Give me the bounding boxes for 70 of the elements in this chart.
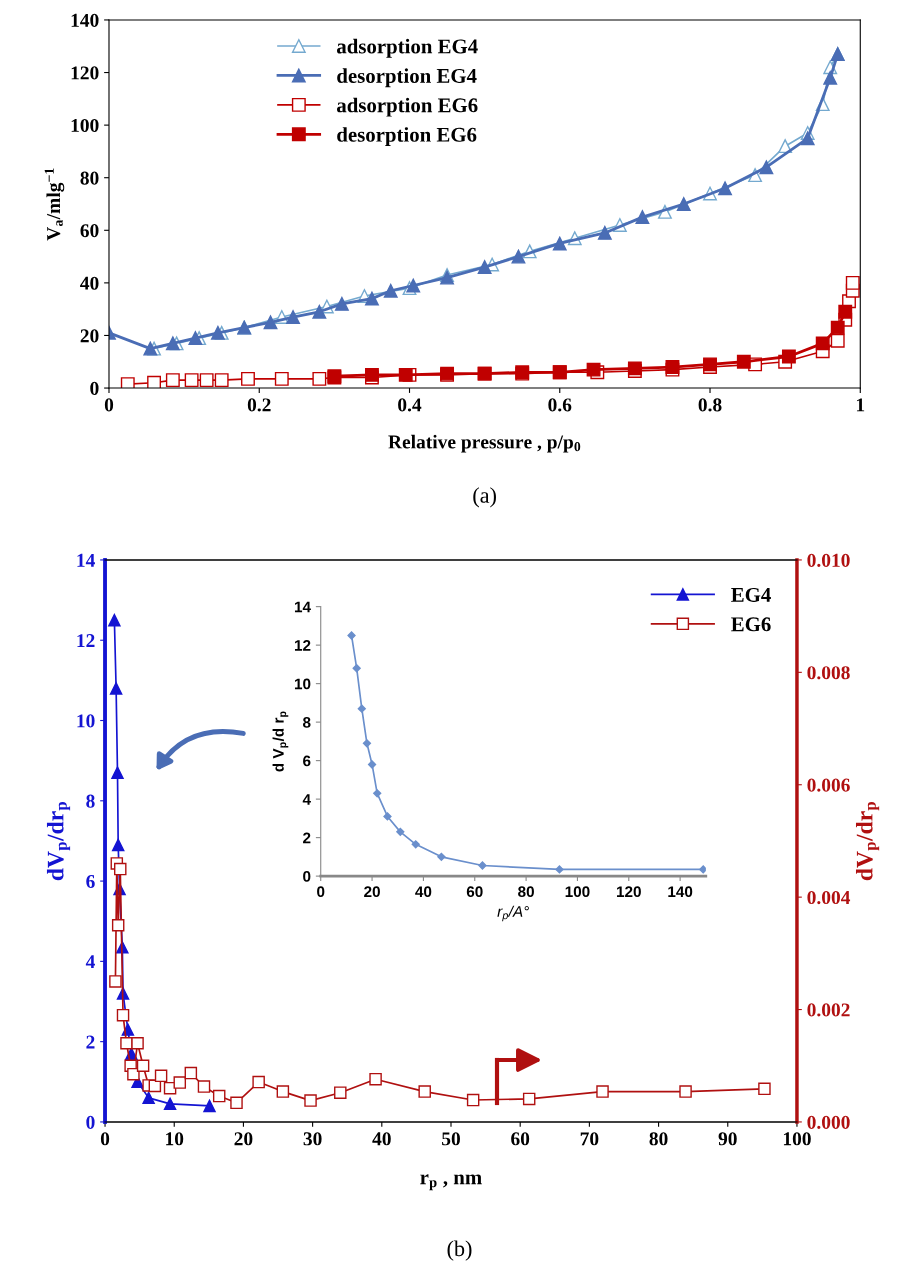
y2-tick-label: 0.004 bbox=[807, 890, 851, 905]
text: (b) bbox=[447, 1240, 472, 1261]
y-tick-label: 6 bbox=[86, 874, 95, 889]
y2-axis-title: dV$_{p}$/dr$_{p}$ bbox=[855, 802, 880, 881]
y2-tick-label: 0.010 bbox=[807, 553, 850, 567]
y-tick-label: 4 bbox=[85, 955, 95, 969]
legend-label: EG4 bbox=[731, 587, 771, 602]
x-tick-label: 0 bbox=[104, 398, 114, 412]
x-tick-label: 60 bbox=[511, 1132, 530, 1146]
x-tick-label: 0 bbox=[317, 886, 325, 898]
legend-label: EG6 bbox=[731, 617, 771, 632]
y2-tick-label: 0.000 bbox=[807, 1115, 850, 1129]
x-tick-label: 100 bbox=[783, 1132, 811, 1146]
x-tick-label: 0.4 bbox=[398, 398, 422, 412]
y-tick-label: 80 bbox=[80, 171, 99, 185]
y-axis-title: dV$_{p}$/dr$_{p}$ bbox=[46, 802, 71, 881]
legend-label: adsorption EG4 bbox=[337, 38, 478, 58]
x-axis-title: r$_{p}$/A° bbox=[497, 905, 529, 922]
x-tick-label: 90 bbox=[718, 1132, 737, 1146]
y-tick-label: 40 bbox=[80, 276, 99, 290]
y-tick-label: 6 bbox=[303, 755, 311, 767]
y-tick-label: 4 bbox=[302, 794, 311, 805]
y2-tick-label: 0.008 bbox=[807, 666, 850, 680]
y-tick-label: 100 bbox=[71, 118, 99, 133]
x-tick-label: 0.6 bbox=[548, 398, 572, 412]
x-tick-label: 20 bbox=[364, 886, 380, 898]
x-tick-label: 0.2 bbox=[247, 398, 271, 412]
text: (a) bbox=[473, 487, 496, 508]
y-tick-label: 14 bbox=[294, 601, 311, 613]
y-tick-label: 8 bbox=[86, 794, 95, 808]
y-tick-label: 0 bbox=[86, 1115, 95, 1129]
y-tick-label: 140 bbox=[71, 13, 99, 27]
legend-label: desorption EG4 bbox=[337, 68, 477, 88]
y-tick-label: 14 bbox=[77, 553, 95, 567]
y-tick-label: 0 bbox=[90, 381, 99, 395]
y2-tick-label: 0.006 bbox=[807, 778, 850, 792]
x-tick-label: 120 bbox=[617, 886, 641, 898]
x-tick-label: 80 bbox=[649, 1132, 668, 1146]
x-tick-label: 70 bbox=[580, 1132, 599, 1146]
x-tick-label: 100 bbox=[565, 886, 590, 898]
y2-tick-label: 0.002 bbox=[807, 1003, 850, 1017]
y-tick-label: 60 bbox=[80, 224, 99, 238]
y-tick-label: 10 bbox=[294, 678, 311, 690]
legend-label: adsorption EG6 bbox=[337, 97, 478, 117]
y-tick-label: 12 bbox=[77, 634, 95, 647]
x-tick-label: 0 bbox=[100, 1132, 110, 1146]
x-tick-label: 30 bbox=[303, 1132, 322, 1146]
x-tick-label: 140 bbox=[668, 886, 693, 898]
x-axis-title: Relative pressure , p/p$_{0}$ bbox=[388, 434, 581, 453]
y-axis-title: V$_{a}$/mlg$^{−1}$ bbox=[44, 168, 65, 241]
y-tick-label: 12 bbox=[294, 640, 311, 651]
y-tick-label: 2 bbox=[86, 1035, 95, 1049]
y-axis-title: d V$_{p}$/d r$_{p}$ bbox=[272, 711, 289, 772]
x-tick-label: 60 bbox=[466, 886, 483, 898]
x-tick-label: 40 bbox=[372, 1132, 391, 1146]
y-tick-label: 8 bbox=[303, 716, 311, 728]
x-tick-label: 20 bbox=[234, 1132, 253, 1146]
y-tick-label: 120 bbox=[71, 66, 99, 80]
y-tick-label: 2 bbox=[303, 832, 311, 844]
x-axis-title: r$_{p}$ , nm bbox=[420, 1174, 482, 1191]
x-tick-label: 1 bbox=[856, 398, 865, 412]
x-tick-label: 0.8 bbox=[698, 398, 722, 412]
y-tick-label: 20 bbox=[80, 329, 99, 343]
legend-label: desorption EG6 bbox=[337, 127, 477, 147]
x-tick-label: 10 bbox=[166, 1132, 184, 1146]
x-tick-label: 40 bbox=[415, 886, 432, 898]
y-tick-label: 10 bbox=[77, 714, 95, 728]
x-tick-label: 80 bbox=[518, 886, 534, 898]
y-tick-label: 0 bbox=[303, 870, 311, 882]
x-tick-label: 50 bbox=[442, 1132, 460, 1146]
